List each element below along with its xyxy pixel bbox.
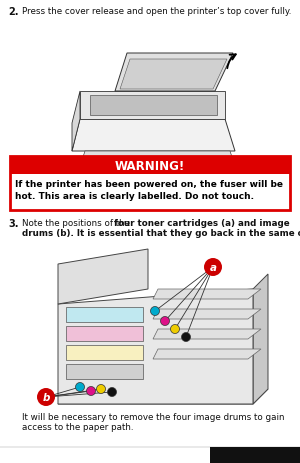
Polygon shape xyxy=(153,329,261,339)
Polygon shape xyxy=(58,289,253,404)
Text: Press the cover release and open the printer’s top cover fully.: Press the cover release and open the pri… xyxy=(22,7,291,16)
Polygon shape xyxy=(72,92,80,152)
Bar xyxy=(10,156,290,211)
Text: b: b xyxy=(42,392,50,402)
Polygon shape xyxy=(58,250,148,304)
Polygon shape xyxy=(153,309,261,319)
Text: drums (b). It is essential that they go back in the same order.: drums (b). It is essential that they go … xyxy=(22,229,300,238)
Polygon shape xyxy=(72,120,235,152)
Text: a: a xyxy=(209,263,217,272)
Polygon shape xyxy=(80,152,235,167)
Circle shape xyxy=(170,325,179,334)
Circle shape xyxy=(160,317,169,326)
Text: 2.: 2. xyxy=(8,7,19,17)
Circle shape xyxy=(204,258,222,276)
Polygon shape xyxy=(66,307,143,322)
Polygon shape xyxy=(253,275,268,404)
Circle shape xyxy=(151,307,160,316)
Circle shape xyxy=(97,385,106,394)
Text: hot. This area is clearly labelled. Do not touch.: hot. This area is clearly labelled. Do n… xyxy=(15,192,254,200)
Text: 3.: 3. xyxy=(8,219,19,229)
Polygon shape xyxy=(115,54,233,92)
Polygon shape xyxy=(66,345,143,360)
Text: It will be necessary to remove the four image drums to gain: It will be necessary to remove the four … xyxy=(22,412,284,421)
Circle shape xyxy=(86,387,95,396)
Text: WARNING!: WARNING! xyxy=(115,159,185,172)
Circle shape xyxy=(76,383,85,392)
Bar xyxy=(210,447,300,463)
Polygon shape xyxy=(153,349,261,359)
Polygon shape xyxy=(80,92,225,120)
Circle shape xyxy=(37,388,55,406)
Bar xyxy=(10,175,290,211)
Circle shape xyxy=(182,333,190,342)
Polygon shape xyxy=(66,364,143,379)
Text: If the printer has been powered on, the fuser will be: If the printer has been powered on, the … xyxy=(15,180,283,188)
Text: four toner cartridges (a) and image: four toner cartridges (a) and image xyxy=(114,219,290,227)
Circle shape xyxy=(107,388,116,397)
Polygon shape xyxy=(90,96,217,116)
Bar xyxy=(10,156,290,175)
Polygon shape xyxy=(120,60,227,90)
Text: Note the positions of the: Note the positions of the xyxy=(22,219,133,227)
Polygon shape xyxy=(153,289,261,300)
Polygon shape xyxy=(66,326,143,341)
Polygon shape xyxy=(58,389,268,404)
Text: access to the paper path.: access to the paper path. xyxy=(22,422,134,431)
